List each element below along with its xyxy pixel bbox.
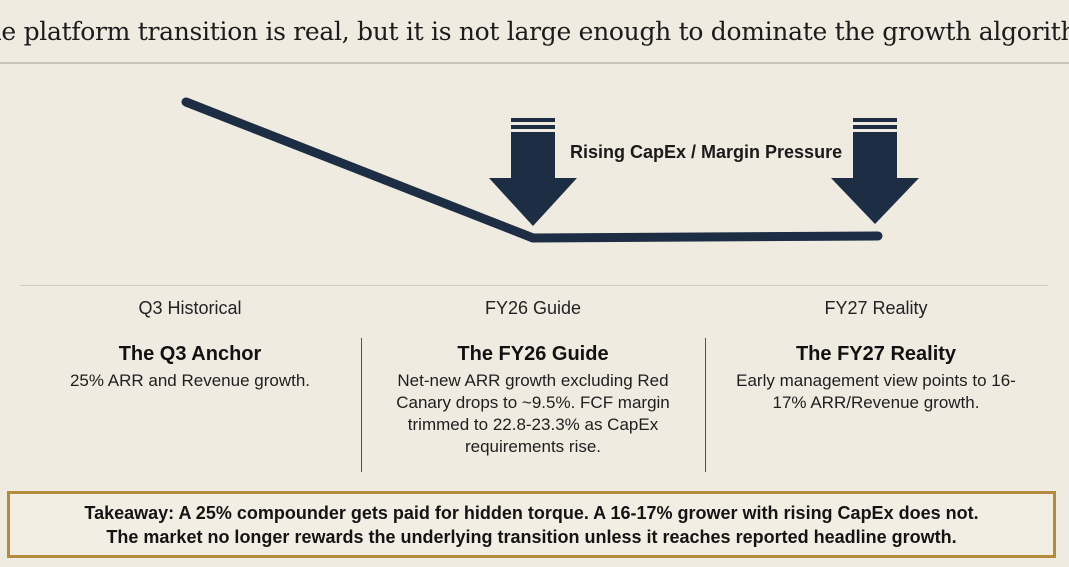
phase-label-fy27: FY27 Reality bbox=[824, 298, 928, 318]
vertical-divider-2 bbox=[705, 338, 706, 472]
page-title: The platform transition is real, but it … bbox=[0, 16, 1069, 46]
trend-diagram bbox=[181, 97, 919, 243]
vertical-divider-1 bbox=[361, 338, 362, 472]
column-fy27: The FY27 Reality Early management view p… bbox=[706, 343, 1046, 414]
column-q3: The Q3 Anchor 25% ARR and Revenue growth… bbox=[20, 343, 360, 392]
down-arrow-icon-fy27 bbox=[831, 118, 919, 224]
takeaway-box: Takeaway: A 25% compounder gets paid for… bbox=[7, 491, 1056, 558]
takeaway-line-2: The market no longer rewards the underly… bbox=[106, 526, 957, 547]
arrow-label: Rising CapEx / Margin Pressure bbox=[570, 142, 843, 162]
phase-label-fy26: FY26 Guide bbox=[484, 298, 582, 318]
column-heading-fy26: The FY26 Guide bbox=[457, 343, 609, 365]
column-body-fy27: Early management view points to 16-17% A… bbox=[736, 371, 1016, 412]
horizontal-divider bbox=[20, 285, 1048, 286]
takeaway-line-1: Takeaway: A 25% compounder gets paid for… bbox=[84, 502, 979, 523]
column-heading-q3: The Q3 Anchor bbox=[118, 343, 262, 365]
column-heading-fy27: The FY27 Reality bbox=[795, 343, 957, 365]
title-bar: The platform transition is real, but it … bbox=[0, 0, 1069, 64]
phase-label-q3: Q3 Historical bbox=[138, 298, 242, 318]
column-fy26: The FY26 Guide Net-new ARR growth exclud… bbox=[363, 343, 703, 458]
column-body-q3: 25% ARR and Revenue growth. bbox=[69, 371, 311, 390]
down-arrow-icon-fy26 bbox=[489, 118, 577, 226]
trend-line bbox=[181, 97, 883, 243]
column-body-fy26: Net-new ARR growth excluding Red Canary … bbox=[396, 371, 670, 456]
